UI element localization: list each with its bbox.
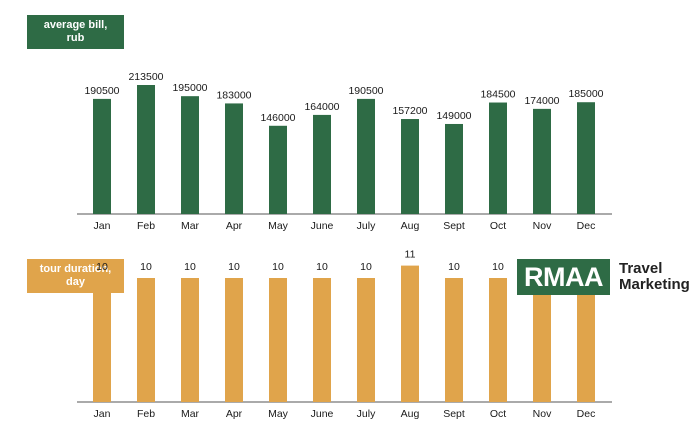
duration-month-label: Nov [533,408,552,420]
bill-month-label: July [357,220,376,232]
bill-value-label: 164000 [304,101,339,113]
average-bill-chart: 190500 Jan 213500 Feb 195000 Mar 183000 Apr 1460… [77,71,612,232]
duration-value-label: 10 [492,261,504,273]
duration-bar-july [357,278,375,402]
average-bill-title: average bill, rub [27,15,124,49]
bill-value-label: 184500 [480,89,515,101]
duration-month-label: Oct [490,408,506,420]
duration-bar-feb [137,278,155,402]
duration-month-label: July [357,408,376,420]
duration-bar-aug [401,265,419,402]
bill-bar-sept [445,123,463,214]
duration-month-label: June [311,408,334,420]
bill-value-label: 157200 [392,105,427,117]
bill-bar-dec [577,102,595,214]
duration-month-label: May [268,408,289,420]
bill-month-label: May [268,220,289,232]
rmaa-logo: RMAA Travel Marketing [517,259,690,295]
tour-duration-title: tour duration, day [27,259,124,293]
bill-month-label: Feb [137,220,155,232]
duration-bar-jan [93,278,111,402]
bill-value-label: 183000 [216,89,251,101]
bill-bar-jan [93,98,111,214]
duration-month-label: Mar [181,408,200,420]
duration-bar-june [313,278,331,402]
bill-month-label: Mar [181,220,200,232]
duration-bar-sept [445,278,463,402]
duration-month-label: Feb [137,408,155,420]
bill-month-label: Oct [490,220,506,232]
duration-bar-nov [533,278,551,402]
duration-bar-dec [577,278,595,402]
duration-value-label: 11 [405,249,416,261]
duration-value-label: 10 [184,261,196,273]
bill-bar-june [313,114,331,214]
bill-bar-feb [137,85,155,214]
bill-value-label: 185000 [568,88,603,100]
duration-month-label: Apr [226,408,243,420]
bill-month-label: June [311,220,334,232]
duration-month-label: Dec [577,408,596,420]
duration-value-label: 10 [316,261,328,273]
bill-bar-aug [401,119,419,214]
rmaa-logo-mark: RMAA [517,259,610,295]
bill-bar-july [357,98,375,214]
rmaa-logo-text: Travel Marketing [619,260,690,293]
bill-value-label: 149000 [436,110,471,122]
bill-bar-may [269,125,287,214]
duration-value-label: 10 [96,261,108,273]
bill-value-label: 195000 [172,82,207,94]
bill-bar-oct [489,102,507,214]
bill-month-label: Dec [577,220,596,232]
bill-bar-apr [225,103,243,214]
bill-value-label: 190500 [84,85,119,97]
duration-bar-apr [225,278,243,402]
duration-value-label: 10 [140,261,152,273]
duration-value-label: 10 [272,261,284,273]
bill-month-label: Jan [94,220,111,232]
duration-bar-mar [181,278,199,402]
bill-value-label: 146000 [260,112,295,124]
bill-value-label: 213500 [128,71,163,83]
duration-bar-may [269,278,287,402]
bill-value-label: 190500 [348,85,383,97]
bill-value-label: 174000 [524,95,559,107]
duration-value-label: 10 [360,261,372,273]
duration-bar-oct [489,278,507,402]
bill-month-label: Apr [226,220,243,232]
duration-month-label: Aug [401,408,420,420]
duration-month-label: Jan [94,408,111,420]
bill-month-label: Aug [401,220,420,232]
bill-month-label: Nov [533,220,552,232]
bill-bar-mar [181,96,199,214]
duration-value-label: 10 [228,261,240,273]
bill-bar-nov [533,108,551,214]
duration-value-label: 10 [448,261,460,273]
duration-month-label: Sept [443,408,465,420]
bill-month-label: Sept [443,220,465,232]
